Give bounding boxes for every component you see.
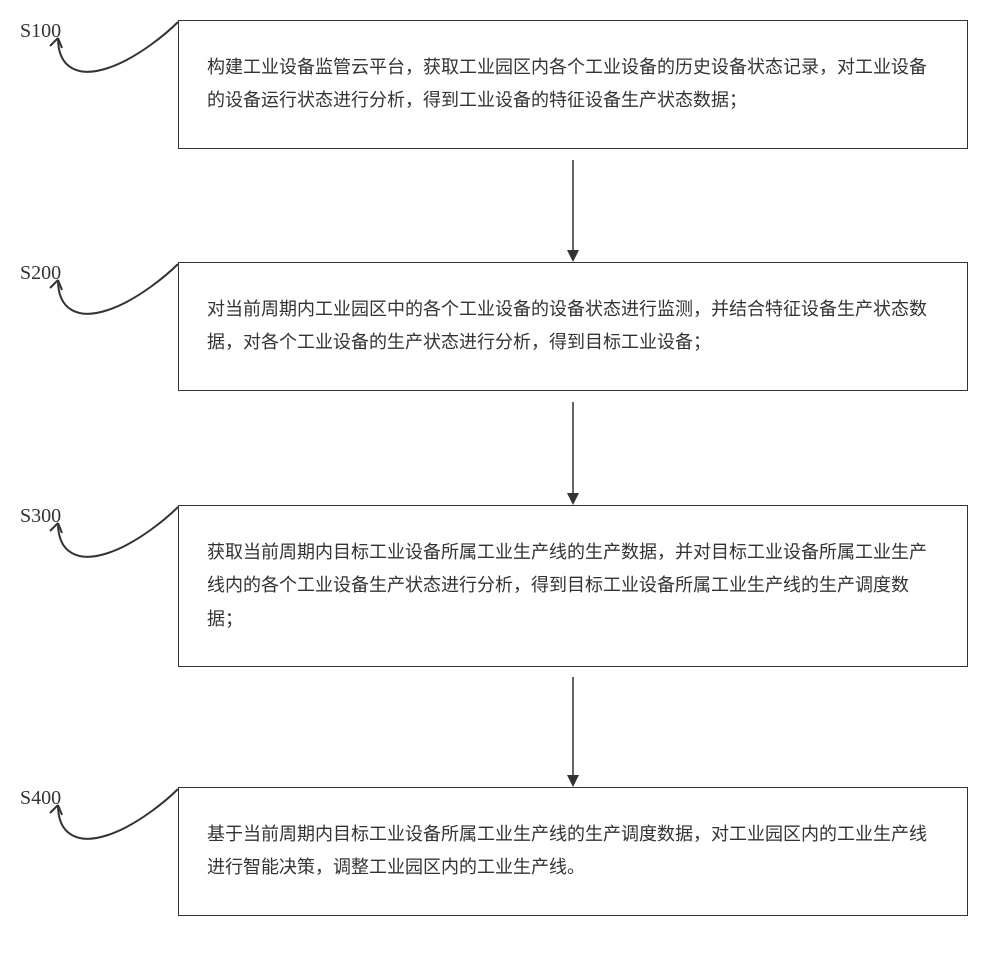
step-box-s100: 构建工业设备监管云平台，获取工业园区内各个工业设备的历史设备状态记录，对工业设备… [178, 20, 968, 149]
step-text: 构建工业设备监管云平台，获取工业园区内各个工业设备的历史设备状态记录，对工业设备… [207, 51, 939, 118]
step-label-s200: S200 [20, 262, 61, 285]
flowchart-container: S100 构建工业设备监管云平台，获取工业园区内各个工业设备的历史设备状态记录，… [0, 0, 1000, 979]
arrow-s300-s400 [563, 677, 583, 789]
step-box-s200: 对当前周期内工业园区中的各个工业设备的设备状态进行监测，并结合特征设备生产状态数… [178, 262, 968, 391]
step-box-s400: 基于当前周期内目标工业设备所属工业生产线的生产调度数据，对工业园区内的工业生产线… [178, 787, 968, 916]
label-text: S300 [20, 505, 61, 527]
label-text: S100 [20, 20, 61, 42]
arrow-s100-s200 [563, 160, 583, 264]
arrow-s200-s300 [563, 402, 583, 507]
step-text: 基于当前周期内目标工业设备所属工业生产线的生产调度数据，对工业园区内的工业生产线… [207, 818, 939, 885]
label-text: S200 [20, 262, 61, 284]
step-label-s300: S300 [20, 505, 61, 528]
step-box-s300: 获取当前周期内目标工业设备所属工业生产线的生产数据，并对目标工业设备所属工业生产… [178, 505, 968, 667]
step-label-s100: S100 [20, 20, 61, 43]
step-label-s400: S400 [20, 787, 61, 810]
step-text: 对当前周期内工业园区中的各个工业设备的设备状态进行监测，并结合特征设备生产状态数… [207, 293, 939, 360]
label-text: S400 [20, 787, 61, 809]
step-text: 获取当前周期内目标工业设备所属工业生产线的生产数据，并对目标工业设备所属工业生产… [207, 536, 939, 636]
